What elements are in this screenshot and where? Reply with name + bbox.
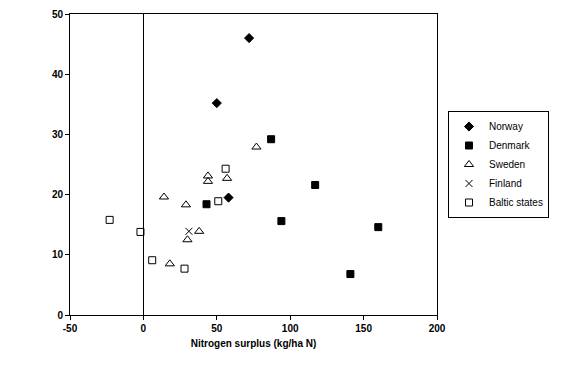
svg-text:Baltic states: Baltic states — [489, 197, 543, 208]
svg-text:-50: -50 — [63, 323, 78, 334]
svg-text:50: 50 — [211, 323, 223, 334]
svg-text:Finland: Finland — [489, 178, 522, 189]
svg-text:Nitrogen surplus (kg/ha N): Nitrogen surplus (kg/ha N) — [191, 338, 317, 349]
svg-text:150: 150 — [355, 323, 372, 334]
svg-text:30: 30 — [52, 129, 64, 140]
svg-text:200: 200 — [429, 323, 446, 334]
svg-text:40: 40 — [52, 69, 64, 80]
svg-text:20: 20 — [52, 189, 64, 200]
svg-text:Denmark: Denmark — [489, 140, 531, 151]
svg-text:50: 50 — [52, 9, 64, 20]
svg-text:100: 100 — [282, 323, 299, 334]
svg-text:Norway: Norway — [489, 121, 523, 132]
svg-text:10: 10 — [52, 249, 64, 260]
svg-text:Sweden: Sweden — [489, 159, 525, 170]
svg-text:0: 0 — [57, 310, 63, 321]
svg-text:0: 0 — [141, 323, 147, 334]
